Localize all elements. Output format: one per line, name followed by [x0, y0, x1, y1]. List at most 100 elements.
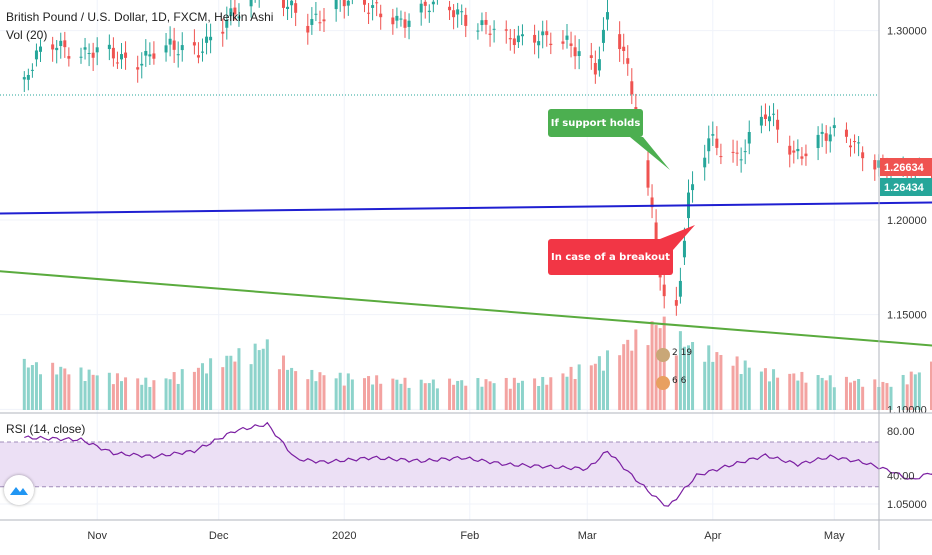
candle-body: [233, 7, 237, 15]
volume-bar: [205, 373, 209, 410]
volume-bar: [820, 377, 824, 410]
candle-body: [431, 1, 435, 5]
price-tick-label: 1.30000: [887, 26, 927, 38]
volume-bar: [257, 350, 261, 410]
volume-bar: [115, 373, 119, 410]
volume-bar: [427, 383, 431, 410]
volume-bar: [747, 367, 751, 410]
volume-bar: [180, 369, 184, 410]
candle-body: [824, 133, 828, 141]
candle-body: [731, 151, 735, 153]
volume-bar: [772, 369, 776, 410]
candle-body: [152, 53, 156, 59]
candle-body: [743, 151, 747, 153]
volume-events-badge[interactable]: 2 19 6 6: [656, 348, 700, 406]
volume-bar: [391, 378, 395, 410]
volume-bar: [504, 377, 508, 410]
volume-bar: [371, 384, 375, 410]
trendline-support: [0, 201, 932, 215]
candle-body: [176, 54, 180, 56]
candle-body: [342, 0, 346, 7]
rsi-label: RSI (14, close): [6, 422, 86, 436]
volume-bar: [249, 364, 253, 410]
volume-bar: [63, 368, 67, 410]
volume-bar: [367, 376, 371, 410]
candle-body: [456, 9, 460, 15]
volume-bar: [541, 376, 545, 410]
candle-body: [87, 53, 91, 55]
volume-bar: [342, 385, 346, 410]
candle-body: [650, 197, 654, 208]
candle-body: [229, 8, 233, 17]
candle-body: [857, 142, 861, 144]
time-tick-label: 2020: [332, 530, 356, 542]
rsi-tick-label: 80.00: [887, 426, 915, 438]
tradingview-logo[interactable]: [4, 475, 34, 505]
candle-body: [488, 33, 492, 35]
volume-bar: [172, 372, 176, 410]
volume-bar: [776, 377, 780, 410]
second-price-badge: 1.26434: [884, 182, 925, 194]
candle-body: [861, 152, 865, 159]
flag-icon: [656, 376, 670, 390]
candle-body: [196, 55, 200, 58]
volume-bar: [144, 377, 148, 410]
rsi-pane: [0, 421, 932, 507]
support-holds-callout[interactable]: If support holds: [548, 109, 643, 137]
candle-body: [294, 3, 298, 13]
breakout-callout[interactable]: In case of a breakout: [548, 239, 673, 275]
candle-body: [334, 0, 338, 10]
candle-body: [537, 41, 541, 46]
volume-bar: [516, 382, 520, 410]
candle-body: [144, 50, 148, 56]
volume-label: Vol (20): [6, 28, 48, 42]
volume-bar: [83, 381, 87, 410]
volume-bar: [913, 374, 917, 410]
candle-body: [691, 184, 695, 191]
candle-body: [221, 31, 225, 34]
candle-body: [719, 156, 723, 158]
volume-bar: [763, 368, 767, 410]
volume-bar: [346, 373, 350, 410]
volume-bar: [577, 364, 581, 410]
volume-bar: [209, 358, 213, 410]
volume-bar: [79, 367, 83, 410]
candle-body: [549, 43, 553, 46]
volume-bar: [196, 367, 200, 410]
volume-bar: [650, 321, 654, 410]
time-tick-label: Apr: [704, 530, 721, 542]
volume-bar: [768, 381, 771, 410]
volume-bar: [593, 363, 597, 410]
candle-body: [209, 36, 213, 41]
volume-bar: [277, 369, 281, 410]
candle-body: [399, 18, 403, 20]
candle-body: [427, 10, 431, 13]
candle-body: [310, 19, 314, 25]
candle-body: [832, 125, 836, 129]
candle-body: [367, 12, 371, 14]
volume-bar: [423, 383, 427, 410]
volume-bar: [282, 355, 285, 410]
candle-body: [55, 47, 59, 51]
volume-bar: [788, 373, 792, 410]
volume-bar: [520, 380, 524, 410]
volume-bar: [55, 374, 59, 410]
volume-bar: [140, 384, 144, 410]
volume-bar: [759, 371, 763, 410]
volume-bar: [22, 358, 26, 410]
candle-body: [124, 52, 128, 58]
volume-bar: [630, 350, 634, 410]
candle-body: [492, 28, 496, 30]
volume-bar: [804, 382, 808, 410]
candle-body: [622, 46, 626, 52]
volume-bar: [464, 385, 468, 410]
volume-bar: [917, 372, 921, 410]
volume-bar: [549, 377, 553, 410]
candle-body: [63, 40, 67, 48]
volume-bar: [743, 360, 747, 410]
volume-bar: [294, 371, 298, 410]
candle-body: [39, 46, 42, 52]
candle-body: [520, 34, 524, 37]
